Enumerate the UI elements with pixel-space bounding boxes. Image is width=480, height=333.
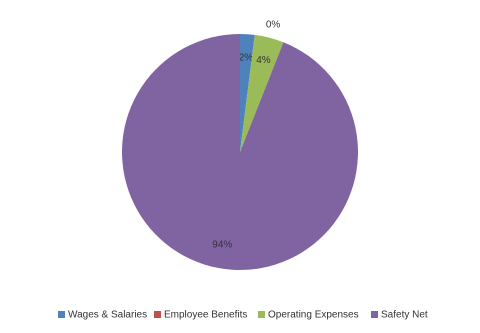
pie-slice: [122, 34, 359, 271]
legend-swatch: [371, 311, 378, 318]
data-label: 4%: [256, 55, 271, 66]
legend-swatch: [58, 311, 65, 318]
pie-slice: [240, 34, 255, 152]
legend-label: Wages & Salaries: [68, 310, 147, 321]
data-label: 0%: [266, 20, 281, 31]
data-label: 94%: [212, 239, 232, 250]
legend-swatch: [258, 311, 265, 318]
legend-swatch: [154, 311, 161, 318]
legend-label: Safety Net: [381, 310, 428, 321]
pie-slice: [240, 34, 284, 152]
legend-label: Operating Expenses: [268, 310, 359, 321]
data-label: 2%: [239, 52, 254, 63]
legend-label: Employee Benefits: [164, 310, 247, 321]
